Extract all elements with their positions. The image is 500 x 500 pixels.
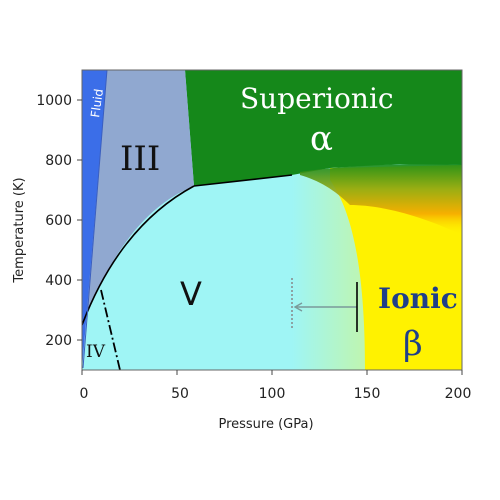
boundary-superionic-v	[193, 174, 293, 187]
y-axis-title: Temperature (K)	[12, 177, 27, 283]
boundary-iii-v	[82, 185, 195, 326]
x-tick-label: 100	[259, 386, 286, 402]
x-tick-label: 0	[80, 386, 89, 402]
pressure-arrow	[293, 282, 358, 332]
y-tick-label: 800	[45, 153, 72, 169]
ionic-label: Ionic	[378, 282, 458, 315]
superionic-region	[185, 70, 462, 186]
x-tick-label: 50	[171, 386, 189, 402]
plot-area: Fluid III Superionic α V IV Ionic β	[82, 70, 462, 370]
superionic-label: Superionic	[240, 82, 394, 115]
alpha-label: α	[310, 119, 333, 159]
y-tick-label: 400	[45, 273, 72, 289]
phase-iv-label: IV	[86, 342, 106, 362]
boundary-fluid-iii	[82, 70, 108, 369]
y-axis: 1000 800 600 400 200 Temperature (K)	[12, 93, 82, 349]
x-axis-title: Pressure (GPa)	[218, 417, 313, 432]
fluid-label: Fluid	[88, 88, 106, 118]
y-tick-label: 1000	[36, 93, 72, 109]
y-tick-label: 600	[45, 213, 72, 229]
phase-iii-label: III	[120, 139, 160, 179]
phase-v-label: V	[180, 275, 202, 313]
x-tick-label: 150	[354, 386, 381, 402]
beta-label: β	[403, 324, 423, 364]
phase-iii-region	[82, 70, 194, 340]
x-tick-label: 200	[445, 386, 472, 402]
boundary-iv-v	[100, 289, 121, 370]
ionic-orange-band	[300, 163, 462, 235]
y-tick-label: 200	[45, 333, 72, 349]
x-axis: 0 50 100 150 200 Pressure (GPa)	[80, 370, 472, 432]
